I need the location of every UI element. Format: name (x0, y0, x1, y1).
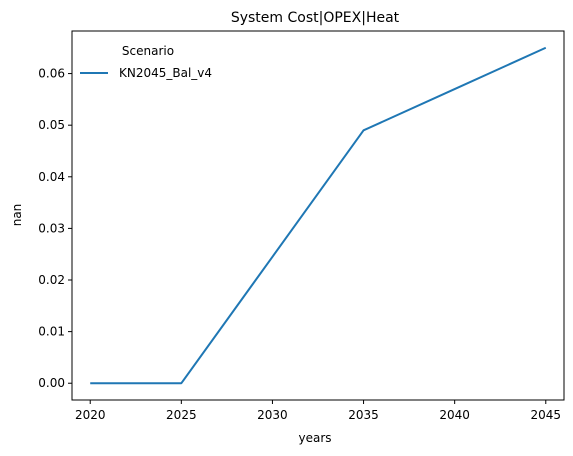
y-tick-label: 0.00 (38, 376, 65, 390)
x-tick-label: 2025 (166, 408, 197, 422)
x-tick-label: 2030 (257, 408, 288, 422)
y-tick-label: 0.02 (38, 273, 65, 287)
y-axis-label: nan (10, 204, 24, 227)
plot-frame (71, 30, 565, 401)
y-tick-label: 0.04 (38, 170, 65, 184)
y-tick-label: 0.01 (38, 325, 65, 339)
legend-entry-label: KN2045_Bal_v4 (119, 66, 212, 80)
y-tick-label: 0.05 (38, 118, 65, 132)
y-tick-label: 0.03 (38, 221, 65, 235)
y-axis-ticks: 0.00 0.01 0.02 0.03 0.04 0.05 0.06 (38, 67, 72, 390)
series-line-kn2045-bal-v4 (90, 46, 547, 385)
x-axis-ticks: 2020 2025 2030 2035 2040 2045 (75, 400, 561, 422)
x-tick-label: 2020 (75, 408, 106, 422)
legend: Scenario KN2045_Bal_v4 (80, 44, 212, 80)
chart-title: System Cost|OPEX|Heat (231, 10, 400, 26)
legend-title: Scenario (122, 44, 174, 58)
x-tick-label: 2045 (531, 408, 562, 422)
x-axis-label: years (298, 431, 331, 445)
x-tick-label: 2035 (348, 408, 379, 422)
x-tick-label: 2040 (439, 408, 470, 422)
series-layer (90, 46, 547, 385)
plot-area: 2020 2025 2030 2035 2040 2045 0.000.010.020.0… (38, 30, 565, 422)
y-tick-label: 0.06 (38, 67, 65, 81)
